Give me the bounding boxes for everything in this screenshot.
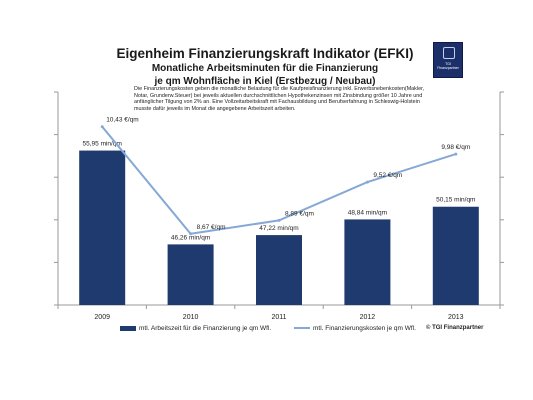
company-logo: TGI Finanzpartner xyxy=(433,42,463,78)
bar-2011 xyxy=(256,235,302,305)
legend-item-line: mtl. Finanzierungskosten je qm Wfl. xyxy=(294,325,416,332)
cost-point-2009 xyxy=(100,125,104,129)
x-tick-label: 2013 xyxy=(448,314,464,321)
bar-2012 xyxy=(344,219,391,305)
chart-description: Die Finanzierungskosten geben die monatl… xyxy=(134,86,425,112)
legend-item-bar: mtl. Arbeitszeit für die Finanzierung je… xyxy=(120,325,271,332)
cost-point-2011 xyxy=(277,218,281,222)
cost-point-2010 xyxy=(189,232,193,236)
x-tick-label: 2012 xyxy=(360,314,376,321)
line-data-label: 10,43 €/qm xyxy=(106,117,139,124)
bar-2010 xyxy=(167,244,214,305)
line-data-label: 8,89 €/qm xyxy=(285,210,314,217)
cost-point-2013 xyxy=(454,152,458,156)
cost-line xyxy=(101,126,457,235)
copyright-text: © TGI Finanzpartner xyxy=(426,325,484,331)
chart-title: Eigenheim Finanzierungskraft Indikator (… xyxy=(116,46,414,61)
legend-bar-label: mtl. Arbeitszeit für die Finanzierung je… xyxy=(139,325,272,332)
x-tick-label: 2010 xyxy=(183,314,199,321)
legend-line-swatch xyxy=(294,327,310,330)
chart-subtitle-1: Monatliche Arbeitsminuten für die Finanz… xyxy=(151,63,379,74)
legend-line-label: mtl. Finanzierungskosten je qm Wfl. xyxy=(313,325,416,332)
bar-2009 xyxy=(79,150,126,305)
cost-point-2012 xyxy=(365,180,369,184)
bar-data-label: 55,95 min/qm xyxy=(83,141,122,148)
line-data-label: 8,67 €/qm xyxy=(197,224,226,231)
line-data-label: 9,52 €/qm xyxy=(373,172,402,179)
line-data-label: 9,98 €/qm xyxy=(441,144,470,151)
logo-emblem-icon xyxy=(443,47,455,59)
bar-data-label: 50,15 min/qm xyxy=(436,197,475,204)
bar-data-label: 46,26 min/qm xyxy=(171,234,210,241)
chart-subtitle-2: je qm Wohnfläche in Kiel (Erstbezug / Ne… xyxy=(154,76,376,87)
bar-2013 xyxy=(432,206,479,305)
legend-bar-swatch xyxy=(120,325,136,331)
bar-data-label: 48,84 min/qm xyxy=(348,209,387,216)
x-tick-label: 2011 xyxy=(271,314,286,321)
bar-data-label: 47,22 min/qm xyxy=(259,225,298,232)
x-tick-label: 2009 xyxy=(94,314,110,321)
logo-text: TGI Finanzpartner xyxy=(437,62,459,70)
